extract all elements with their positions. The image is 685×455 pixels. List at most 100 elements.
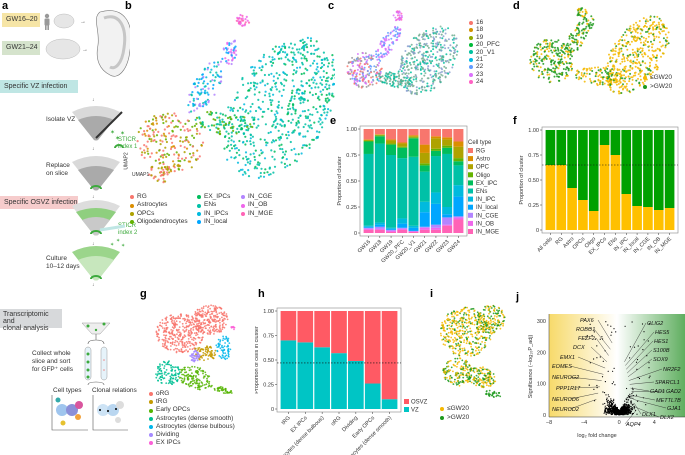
- umap-point: [198, 155, 201, 158]
- umap-point: [208, 380, 211, 383]
- umap-point: [176, 336, 179, 339]
- umap-point: [275, 110, 278, 113]
- umap-point: [418, 87, 421, 90]
- umap-point: [548, 47, 551, 50]
- umap-point: [150, 138, 153, 141]
- umap-point: [371, 57, 374, 60]
- umap-point: [465, 319, 468, 322]
- umap-point: [293, 43, 296, 46]
- umap-point: [533, 65, 536, 68]
- umap-point: [478, 351, 481, 354]
- umap-point: [422, 52, 425, 55]
- umap-point: [161, 322, 164, 325]
- umap-point: [221, 113, 225, 116]
- umap-point: [206, 375, 209, 377]
- umap-point: [653, 35, 656, 38]
- umap-point: [323, 111, 326, 114]
- umap-point: [662, 26, 665, 29]
- umap-point: [179, 136, 182, 139]
- umap-point: [658, 48, 661, 51]
- umap-point: [421, 88, 424, 91]
- umap-point: [406, 89, 409, 92]
- umap-point: [278, 50, 281, 53]
- umap-point: [200, 322, 202, 324]
- umap-point: [644, 62, 647, 65]
- umap-point: [203, 319, 206, 321]
- umap-point: [415, 75, 418, 78]
- umap-point: [419, 62, 422, 65]
- umap-point: [648, 27, 651, 30]
- umap-point: [198, 78, 201, 81]
- umap-point: [332, 68, 335, 71]
- umap-point: [408, 78, 411, 81]
- umap-point: [270, 60, 273, 63]
- umap-point: [277, 106, 280, 109]
- umap-point: [198, 116, 201, 119]
- umap-point: [440, 46, 443, 49]
- umap-point: [430, 84, 433, 87]
- umap-point: [247, 82, 250, 85]
- umap-point: [361, 65, 363, 68]
- umap-point: [455, 345, 458, 347]
- umap-point: [373, 65, 376, 68]
- umap-point: [387, 75, 390, 78]
- umap-point: [222, 335, 224, 338]
- umap-point: [282, 71, 285, 74]
- umap-point: [465, 313, 468, 316]
- umap-point: [169, 378, 172, 381]
- umap-point: [632, 23, 635, 26]
- umap-point: [270, 141, 273, 144]
- umap-point: [466, 368, 469, 371]
- umap-point: [235, 19, 238, 22]
- umap-point: [172, 374, 174, 377]
- umap-point: [316, 62, 319, 65]
- umap-point: [475, 334, 478, 336]
- umap-point: [291, 47, 294, 50]
- umap-point: [488, 331, 490, 334]
- umap-point: [448, 336, 450, 338]
- umap-point: [426, 77, 429, 80]
- legend-label: oRG: [156, 390, 170, 397]
- umap-d-age: [529, 7, 670, 95]
- umap-point: [456, 365, 458, 368]
- bar-segment-in-cge: [386, 229, 397, 231]
- umap-point: [273, 158, 276, 161]
- umap-point: [404, 83, 407, 86]
- bar-segment--gw20: [599, 130, 610, 145]
- umap-point: [390, 71, 393, 74]
- umap-point: [201, 336, 204, 339]
- umap-point: [195, 343, 197, 346]
- umap-point: [366, 73, 369, 76]
- umap-point: [394, 79, 397, 82]
- umap-point: [484, 341, 486, 344]
- umap-point: [493, 307, 496, 310]
- umap-point: [218, 116, 221, 119]
- umap-point: [227, 59, 230, 62]
- umap-point: [188, 93, 191, 96]
- umap-point: [227, 355, 230, 358]
- legend-item: tRG: [149, 398, 235, 406]
- umap-point: [438, 58, 441, 61]
- umap-point: [625, 82, 628, 85]
- umap-point: [309, 64, 312, 67]
- umap-point: [456, 363, 459, 365]
- umap-point: [460, 372, 462, 374]
- umap-point: [299, 102, 302, 105]
- umap-point: [208, 62, 211, 65]
- umap-point: [186, 119, 189, 122]
- umap-point: [377, 50, 379, 52]
- umap-point: [267, 131, 270, 135]
- umap-point: [573, 38, 576, 41]
- umap-point: [449, 44, 452, 47]
- umap-point: [429, 69, 432, 72]
- umap-point: [229, 106, 232, 109]
- umap-point: [587, 29, 590, 32]
- umap-point: [415, 89, 418, 92]
- umap-point: [461, 320, 463, 322]
- umap-point: [558, 55, 561, 58]
- umap-point: [456, 380, 459, 383]
- umap-point: [538, 69, 541, 72]
- bar-segment--gw20: [632, 130, 642, 206]
- umap-point: [455, 37, 458, 40]
- umap-point: [228, 137, 231, 140]
